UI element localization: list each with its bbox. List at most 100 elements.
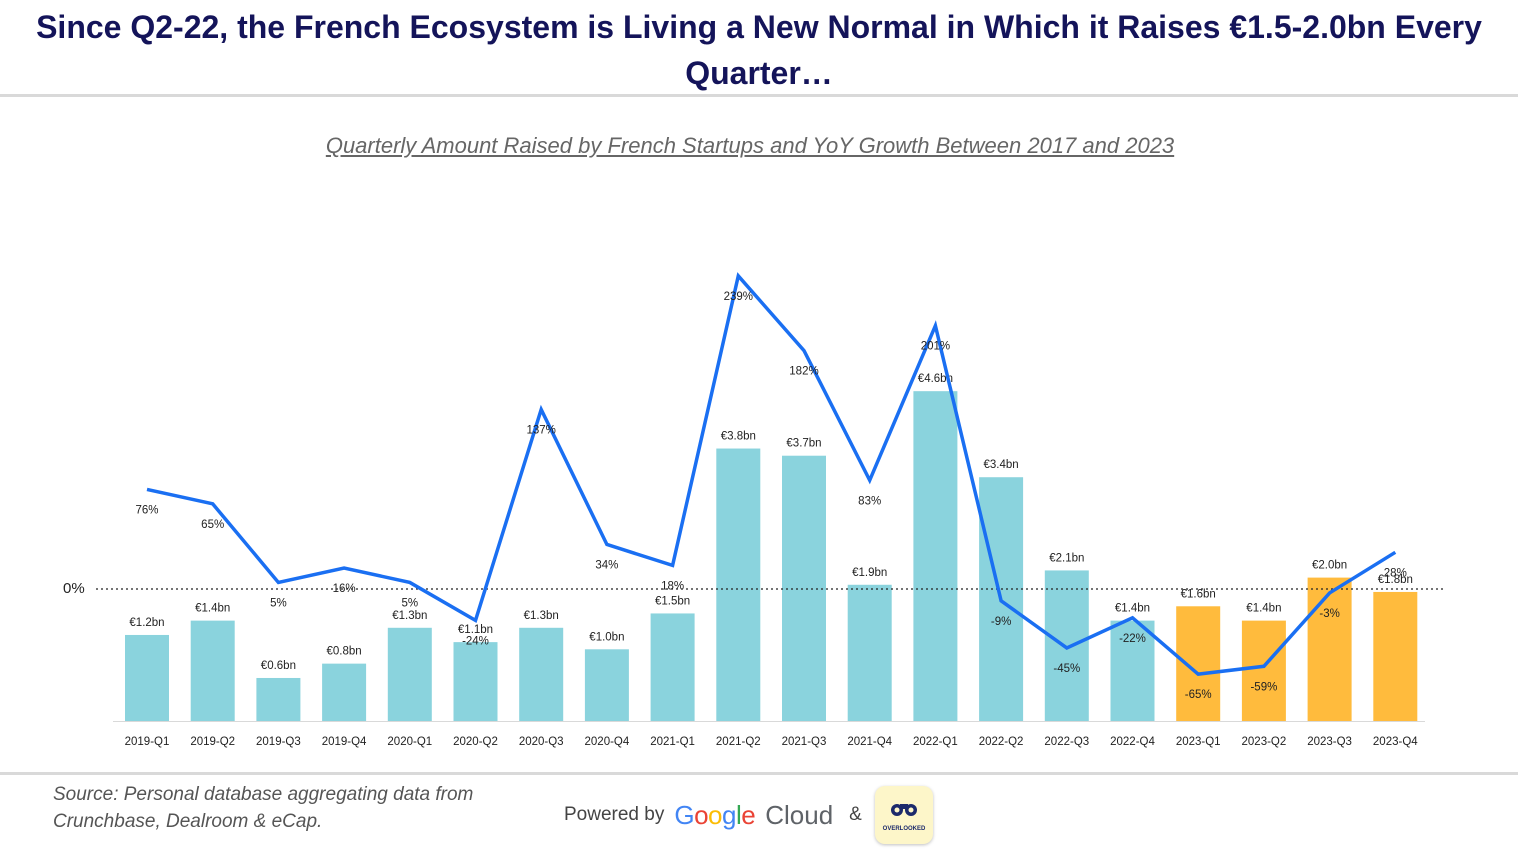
growth-label: 34% [595, 559, 618, 571]
bar-value-label: €1.6bn [1181, 588, 1216, 600]
zero-label: 0% [63, 580, 85, 597]
growth-label: -65% [1185, 689, 1212, 701]
ampersand: & [849, 804, 862, 825]
growth-label: 65% [201, 519, 224, 531]
page-title: Since Q2-22, the French Ecosystem is Liv… [20, 4, 1498, 96]
bar-value-label: €1.8bn [1378, 574, 1413, 586]
yoy-growth-line [146, 272, 1397, 676]
growth-label: 76% [135, 504, 158, 516]
x-tick-label: 2021-Q2 [716, 736, 761, 748]
bar-value-label: €1.3bn [524, 610, 559, 622]
growth-label: 83% [858, 495, 881, 507]
bar-value-label: €2.1bn [1049, 552, 1084, 564]
source-line-2: Crunchbase, Dealroom & eCap. [53, 811, 323, 832]
bar [782, 455, 826, 721]
bar-value-label: €0.6bn [261, 660, 296, 672]
bar-value-label: €2.0bn [1312, 560, 1347, 572]
bar [190, 620, 235, 721]
bar [1373, 591, 1418, 721]
growth-label: 201% [921, 341, 950, 353]
bar-value-label: €1.3bn [392, 610, 427, 622]
x-tick-label: 2021-Q3 [782, 736, 827, 748]
x-tick-label: 2019-Q4 [322, 736, 367, 748]
google-letter: l [735, 800, 742, 830]
bar [847, 584, 892, 721]
bar-value-label: €1.4bn [1115, 603, 1150, 615]
x-tick-label: 2019-Q2 [190, 736, 235, 748]
x-tick-label: 2020-Q1 [387, 736, 432, 748]
powered-by: Powered by Google Cloud & [564, 800, 862, 830]
powered-by-label: Powered by [564, 804, 665, 825]
growth-label: 18% [661, 580, 684, 592]
bar [125, 634, 169, 721]
bar [716, 448, 761, 721]
bar [584, 649, 629, 721]
google-logo: Google [674, 800, 755, 830]
bar [256, 677, 301, 721]
x-tick-label: 2023-Q1 [1176, 736, 1221, 748]
bar [387, 627, 432, 721]
growth-label: -9% [991, 616, 1011, 628]
bar-value-label: €0.8bn [327, 646, 362, 658]
bar-value-label: €1.2bn [129, 617, 164, 629]
bar-value-label: €3.4bn [984, 459, 1019, 471]
chart-title: Quarterly Amount Raised by French Startu… [325, 133, 1175, 158]
page-title-line-1: Since Q2-22, the French Ecosystem is Liv… [36, 9, 1482, 45]
growth-label: 28% [1384, 567, 1407, 579]
growth-label: -3% [1319, 608, 1339, 620]
bar-value-label: €3.7bn [786, 438, 821, 450]
footer-divider [0, 772, 1518, 775]
bar-value-label: €1.1bn [458, 624, 493, 636]
bar [322, 663, 367, 721]
overlooked-logo: OVERLOOKED [875, 786, 933, 844]
growth-label: 16% [333, 583, 356, 595]
growth-label: -22% [1119, 633, 1146, 645]
google-letter: o [708, 800, 723, 830]
bar [1110, 620, 1155, 721]
growth-label: 239% [724, 291, 753, 303]
page-title-line-2: Quarter… [685, 55, 833, 91]
bar [913, 391, 958, 721]
x-tick-label: 2019-Q3 [256, 736, 301, 748]
source-line-1: Source: Personal database aggregating da… [53, 784, 474, 805]
bar [1044, 570, 1089, 721]
x-tick-label: 2023-Q3 [1307, 736, 1352, 748]
x-tick-label: 2022-Q4 [1110, 736, 1155, 748]
growth-label: 182% [789, 366, 818, 378]
growth-label: -45% [1053, 663, 1080, 675]
bar [519, 627, 564, 721]
x-tick-label: 2020-Q3 [519, 736, 564, 748]
cloud-label: Cloud [765, 800, 834, 830]
x-tick-label: 2019-Q1 [125, 736, 170, 748]
badge-text: OVERLOOKED [882, 826, 926, 832]
google-letter: g [722, 800, 736, 830]
bar-value-label: €1.9bn [852, 567, 887, 579]
bar-value-label: €1.4bn [195, 603, 230, 615]
x-tick-label: 2022-Q2 [979, 736, 1024, 748]
x-tick-label: 2021-Q4 [847, 736, 892, 748]
bar-value-label: €1.5bn [655, 595, 690, 607]
bar-value-label: €3.8bn [721, 431, 756, 443]
x-tick-label: 2021-Q1 [650, 736, 695, 748]
bar [1307, 577, 1352, 721]
x-tick-label: 2023-Q2 [1242, 736, 1287, 748]
google-letter: o [694, 800, 709, 830]
bar-value-label: €1.4bn [1246, 603, 1281, 615]
bar-line-chart: 0% €1.2bn €1.4bn €0.6bn €0.8bn €1.3bn €1.1bn €1… [63, 272, 1443, 748]
growth-label: -59% [1250, 681, 1277, 693]
bar [453, 642, 498, 721]
google-letter: G [674, 800, 695, 830]
bar-value-label: €4.6bn [918, 373, 953, 385]
google-letter: e [741, 800, 756, 830]
x-tick-label: 2020-Q4 [585, 736, 630, 748]
bar [1176, 606, 1221, 721]
growth-label: 5% [270, 597, 287, 609]
source-note: Source: Personal database aggregating da… [53, 781, 533, 835]
x-tick-label: 2020-Q2 [453, 736, 498, 748]
bar [1241, 620, 1286, 721]
bar-value-label: €1.0bn [589, 631, 624, 643]
x-tick-label: 2022-Q3 [1044, 736, 1089, 748]
bar [650, 613, 695, 721]
x-tick-label: 2023-Q4 [1373, 736, 1418, 748]
growth-label: -24% [462, 635, 489, 647]
